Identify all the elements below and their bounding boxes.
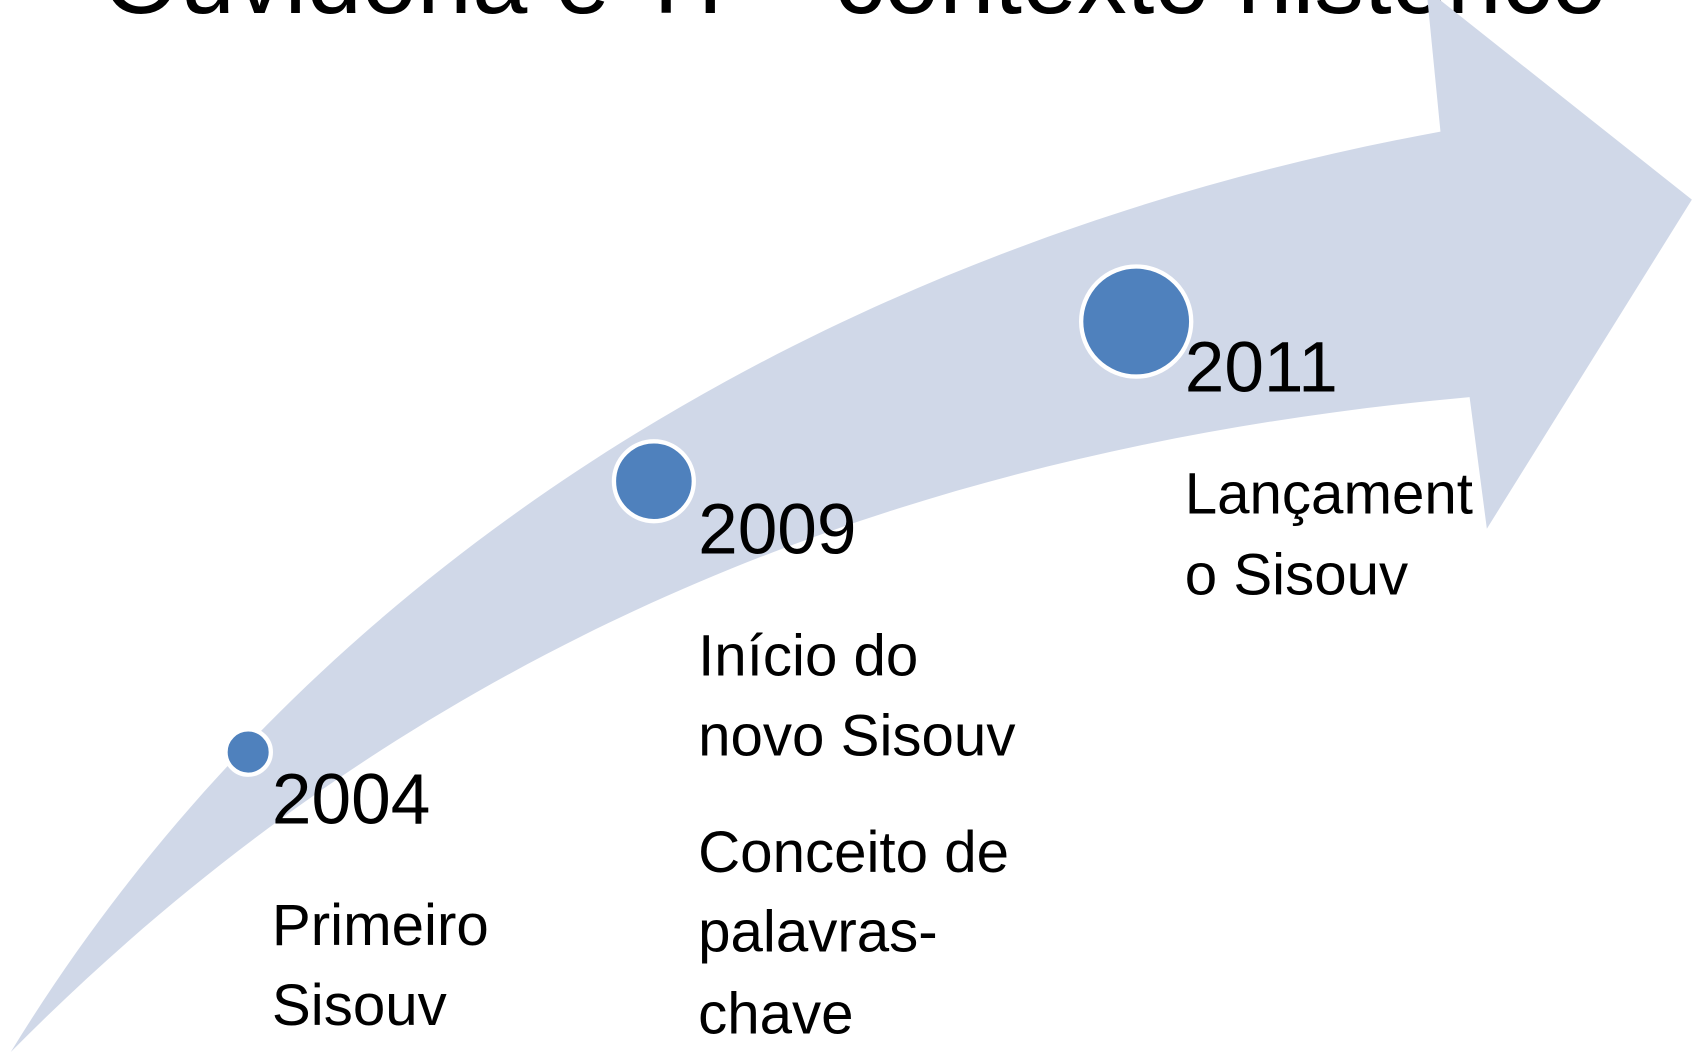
event-year: 2009 bbox=[698, 491, 856, 570]
event-text: Sisouv bbox=[272, 973, 447, 1038]
event-year: 2011 bbox=[1185, 329, 1338, 408]
event-text: palavras- bbox=[698, 900, 938, 965]
event-year: 2004 bbox=[272, 760, 430, 839]
diagram: Ouvidoria e TI – contexto histórico 2004… bbox=[10, 0, 1692, 1053]
event-text: Lançament bbox=[1185, 462, 1473, 527]
event-text: Primeiro bbox=[272, 893, 489, 958]
event-text: chave bbox=[698, 982, 853, 1047]
event-dot bbox=[223, 727, 273, 777]
timeline-arrow bbox=[10, 0, 1692, 1053]
event-dot bbox=[611, 439, 696, 524]
event-text: Início do bbox=[698, 623, 918, 688]
event-dot bbox=[1078, 264, 1194, 379]
event-text: Conceito de bbox=[698, 820, 1009, 885]
event-text: novo Sisouv bbox=[698, 703, 1015, 768]
event-text: o Sisouv bbox=[1185, 543, 1408, 608]
slide-title: Ouvidoria e TI – contexto histórico bbox=[103, 0, 1607, 35]
